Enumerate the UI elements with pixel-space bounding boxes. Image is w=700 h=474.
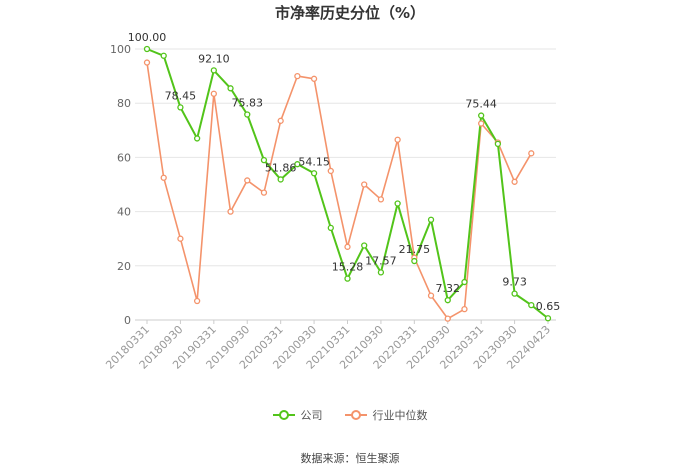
data-point xyxy=(444,297,451,304)
data-point xyxy=(227,208,234,215)
series-line-1 xyxy=(146,62,532,320)
data-point xyxy=(327,167,334,175)
data-label: 75.44 xyxy=(465,98,497,111)
y-axis-ticks: 0 20 40 60 80 100 xyxy=(110,43,131,327)
data-point xyxy=(344,243,351,250)
series-points xyxy=(143,45,552,322)
chart-legend: 公司 行业中位数 xyxy=(0,407,700,423)
x-axis-ticks: 2018033120180930201903312019093020200331… xyxy=(103,320,553,372)
chart-title: 市净率历史分位（%） xyxy=(274,4,426,22)
legend-item-company[interactable]: 公司 xyxy=(272,407,323,423)
data-label: 54.15 xyxy=(298,155,330,168)
data-label: 75.83 xyxy=(232,97,264,110)
data-point xyxy=(277,117,284,124)
legend-swatch-industry-median xyxy=(344,410,367,420)
data-point xyxy=(444,315,451,322)
grid-lines xyxy=(135,48,556,267)
data-point xyxy=(310,75,318,82)
data-point xyxy=(427,216,435,223)
data-point xyxy=(193,135,201,142)
data-point xyxy=(143,59,151,66)
data-point xyxy=(394,136,401,143)
data-point xyxy=(528,150,535,157)
data-label: 17.57 xyxy=(365,254,397,267)
y-tick-label: 100 xyxy=(110,43,131,56)
data-point xyxy=(427,292,435,299)
data-point xyxy=(511,290,518,297)
data-point xyxy=(494,140,502,148)
data-point xyxy=(210,67,217,74)
data-point xyxy=(394,200,401,207)
data-point xyxy=(511,178,518,185)
data-point xyxy=(260,189,268,196)
data-point xyxy=(411,257,418,265)
y-tick-label: 80 xyxy=(117,97,131,110)
data-labels: 100.00 78.45 92.10 75.83 51.86 54.15 15.28 17.5… xyxy=(128,31,561,313)
legend-swatch-company xyxy=(272,410,295,420)
data-point xyxy=(143,45,151,53)
data-point xyxy=(344,275,351,282)
data-point xyxy=(210,90,217,97)
y-tick-label: 20 xyxy=(117,260,131,273)
data-point xyxy=(160,174,167,181)
data-point xyxy=(260,156,268,164)
data-point xyxy=(310,170,318,177)
data-label: 51.86 xyxy=(265,161,297,174)
data-point xyxy=(327,224,334,232)
data-point xyxy=(461,278,468,286)
data-label: 92.10 xyxy=(198,52,230,65)
data-point xyxy=(193,297,201,305)
data-point xyxy=(361,242,368,249)
data-point xyxy=(294,72,301,80)
legend-item-industry-median[interactable]: 行业中位数 xyxy=(344,407,428,423)
data-point xyxy=(528,301,535,309)
data-point xyxy=(478,120,485,127)
y-tick-label: 60 xyxy=(117,151,131,164)
y-tick-label: 0 xyxy=(124,314,131,327)
data-point xyxy=(377,196,385,203)
data-label: 15.28 xyxy=(332,261,364,274)
data-point xyxy=(478,112,485,119)
data-label: 0.65 xyxy=(536,300,561,313)
data-point xyxy=(277,176,284,183)
data-point xyxy=(177,235,184,242)
data-point xyxy=(177,104,184,111)
data-label: 21.75 xyxy=(399,243,431,256)
data-label: 100.00 xyxy=(128,31,167,44)
data-point xyxy=(377,269,385,276)
data-point xyxy=(544,315,552,322)
data-label: 78.45 xyxy=(165,89,197,102)
legend-label-industry-median: 行业中位数 xyxy=(372,409,428,422)
data-point xyxy=(461,306,468,313)
data-point xyxy=(160,52,167,59)
data-label: 7.32 xyxy=(436,282,461,295)
data-source: 数据来源：恒生聚源 xyxy=(300,452,400,465)
y-tick-label: 40 xyxy=(117,206,131,219)
data-point xyxy=(227,85,234,92)
legend-label-company: 公司 xyxy=(300,409,323,422)
data-label: 9.73 xyxy=(502,276,527,289)
data-point xyxy=(244,111,251,118)
data-point xyxy=(361,181,368,188)
data-point xyxy=(244,177,251,184)
data-point xyxy=(294,161,301,168)
